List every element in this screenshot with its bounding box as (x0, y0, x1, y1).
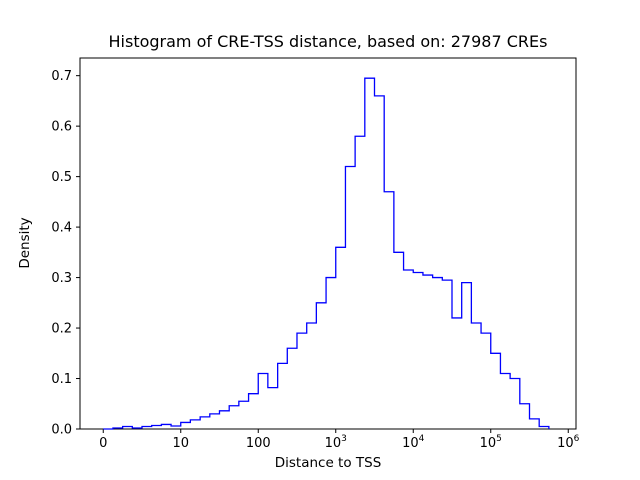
x-tick-label: 100 (246, 436, 271, 451)
x-tick-label: 106 (557, 434, 580, 451)
x-tick-label: 105 (480, 434, 502, 451)
y-tick-label: 0.7 (51, 69, 72, 84)
y-tick-label: 0.0 (51, 423, 72, 438)
x-tick-label: 103 (325, 434, 347, 451)
y-tick-label: 0.5 (51, 170, 72, 185)
y-tick-label: 0.3 (51, 271, 72, 286)
y-axis-label: Density (17, 217, 33, 269)
y-tick-label: 0.6 (51, 120, 72, 135)
x-tick-label: 10 (172, 436, 189, 451)
histogram-step-line (103, 77, 550, 430)
y-tick-label: 0.2 (51, 322, 72, 337)
x-axis-label: Distance to TSS (274, 455, 382, 471)
x-tick-label: 104 (402, 434, 425, 451)
chart-title: Histogram of CRE-TSS distance, based on:… (108, 32, 548, 51)
axes-frame (79, 57, 577, 430)
y-tick-label: 0.4 (51, 221, 72, 236)
x-tick-label: 0 (99, 436, 107, 451)
y-tick-label: 0.1 (51, 372, 72, 387)
